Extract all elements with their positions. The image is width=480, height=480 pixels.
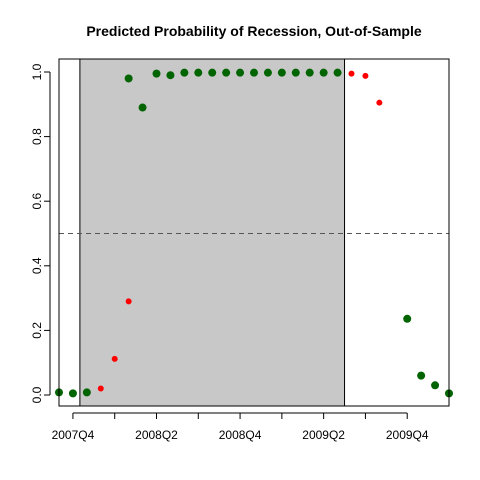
data-point-green — [403, 314, 412, 323]
y-tick-label: 0.4 — [30, 257, 44, 274]
y-tick-label: 0.8 — [30, 128, 44, 145]
data-point-red — [125, 298, 132, 305]
data-point-green — [319, 68, 328, 77]
data-point-green — [68, 389, 77, 398]
data-point-green — [152, 69, 161, 78]
y-tick-label: 1.0 — [30, 63, 44, 80]
data-point-green — [194, 68, 203, 77]
data-point-green — [333, 68, 342, 77]
data-point-green — [138, 103, 147, 112]
x-tick-label: 2008Q4 — [219, 428, 262, 442]
y-tick-label: 0.6 — [30, 193, 44, 210]
data-point-green — [166, 71, 175, 80]
data-point-green — [208, 68, 217, 77]
data-point-green — [250, 68, 258, 77]
data-point-red — [348, 70, 355, 77]
data-point-green — [180, 68, 189, 77]
data-point-green — [82, 388, 91, 397]
y-tick-label: 0.2 — [30, 322, 44, 339]
data-point-green — [124, 74, 133, 83]
y-tick-label: 0.0 — [30, 386, 44, 403]
data-point-green — [291, 68, 300, 77]
x-tick-label: 2009Q4 — [386, 428, 429, 442]
data-point-green — [236, 68, 245, 77]
data-point-red — [97, 385, 104, 392]
data-point-red — [376, 99, 383, 106]
data-point-green — [263, 68, 272, 77]
chart-title: Predicted Probability of Recession, Out-… — [86, 23, 421, 39]
data-point-green — [277, 68, 286, 77]
recession-shaded-region — [79, 58, 346, 407]
x-tick-label: 2007Q4 — [52, 428, 95, 442]
data-point-green — [222, 68, 231, 77]
data-point-red — [111, 355, 118, 362]
data-point-green — [417, 371, 426, 380]
data-point-green — [431, 381, 440, 390]
x-tick-label: 2008Q2 — [135, 428, 178, 442]
x-tick-label: 2009Q2 — [302, 428, 345, 442]
data-point-red — [362, 72, 369, 79]
plot-frame — [58, 58, 450, 407]
data-point-green — [305, 68, 314, 77]
